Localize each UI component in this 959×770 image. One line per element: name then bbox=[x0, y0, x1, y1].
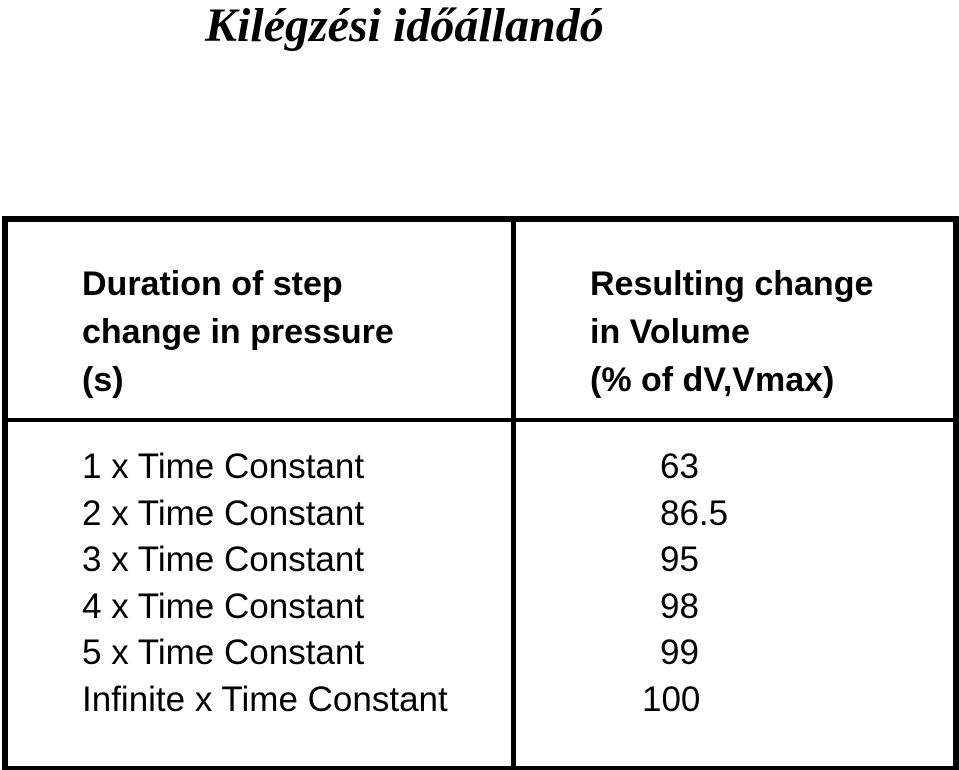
table-row-duration: Infinite x Time Constant bbox=[82, 679, 448, 719]
table-row-change: 86.5 bbox=[660, 493, 729, 533]
header-divider bbox=[8, 418, 953, 422]
header-volume-line-2: in Volume bbox=[590, 313, 750, 351]
table-row-change: 98 bbox=[660, 586, 699, 626]
table-row-change: 63 bbox=[660, 447, 699, 486]
header-volume-change: Resulting change in Volume (% of dV,Vmax… bbox=[590, 260, 873, 404]
table-row-duration: 1 x Time Constant bbox=[82, 447, 365, 486]
table-row-change: 95 bbox=[660, 540, 699, 579]
table-row-duration: 2 x Time Constant bbox=[82, 493, 365, 533]
table-row-change: 99 bbox=[660, 633, 699, 672]
header-volume-line-1: Resulting change bbox=[590, 265, 874, 303]
header-duration-line-2: change in pressure bbox=[82, 313, 394, 351]
header-duration: Duration of step change in pressure (s) bbox=[82, 260, 394, 404]
page-title: Kilégzési időállandó bbox=[205, 0, 604, 52]
table-row-duration: 5 x Time Constant bbox=[82, 633, 365, 672]
column-divider bbox=[511, 222, 516, 766]
volume-change-column: 63 86.5 95 98 99 100 bbox=[608, 444, 758, 723]
table-row-duration: 3 x Time Constant bbox=[82, 540, 365, 579]
header-duration-line-1: Duration of step bbox=[82, 265, 343, 303]
header-duration-line-3: (s) bbox=[82, 361, 124, 399]
time-constant-table: Duration of step change in pressure (s) … bbox=[2, 216, 959, 770]
duration-column: 1 x Time Constant 2 x Time Constant 3 x … bbox=[82, 444, 448, 723]
table-row-duration: 4 x Time Constant bbox=[82, 586, 365, 626]
table-row-change: 100 bbox=[642, 679, 701, 719]
header-volume-line-3: (% of dV,Vmax) bbox=[590, 361, 835, 399]
